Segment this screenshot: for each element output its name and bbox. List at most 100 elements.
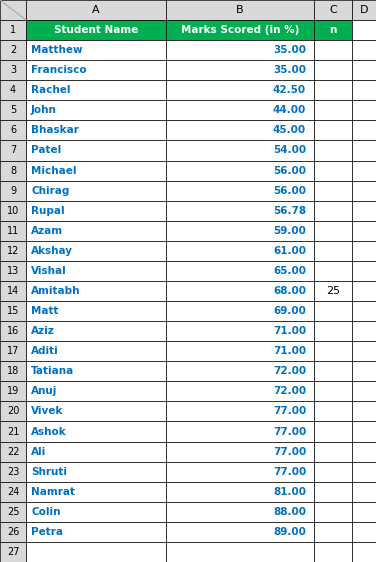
Text: 88.00: 88.00 xyxy=(273,507,306,517)
Text: 21: 21 xyxy=(7,427,19,437)
Bar xyxy=(0,522,26,542)
Bar xyxy=(166,461,314,482)
Text: 77.00: 77.00 xyxy=(273,447,306,456)
Bar xyxy=(0,40,26,60)
Text: Marks Scored (in %): Marks Scored (in %) xyxy=(181,25,299,35)
Text: 8: 8 xyxy=(10,166,16,175)
Text: Rachel: Rachel xyxy=(31,85,71,96)
Text: Ashok: Ashok xyxy=(31,427,67,437)
Bar xyxy=(26,100,166,120)
Text: 19: 19 xyxy=(7,386,19,396)
Bar xyxy=(0,161,26,180)
Text: Aditi: Aditi xyxy=(31,346,59,356)
Bar xyxy=(314,281,352,301)
Bar xyxy=(314,100,352,120)
Bar xyxy=(0,361,26,382)
Bar xyxy=(314,40,352,60)
Text: Petra: Petra xyxy=(31,527,63,537)
Text: Rupal: Rupal xyxy=(31,206,65,216)
Text: 42.50: 42.50 xyxy=(273,85,306,96)
Text: Vivek: Vivek xyxy=(31,406,64,416)
Bar xyxy=(166,301,314,321)
Text: 61.00: 61.00 xyxy=(273,246,306,256)
Bar xyxy=(352,100,376,120)
Bar xyxy=(0,461,26,482)
Text: 77.00: 77.00 xyxy=(273,406,306,416)
Bar xyxy=(0,281,26,301)
Bar xyxy=(26,281,166,301)
Text: 6: 6 xyxy=(10,125,16,135)
Text: 5: 5 xyxy=(10,105,16,115)
Text: 56.78: 56.78 xyxy=(273,206,306,216)
Bar xyxy=(314,301,352,321)
Bar xyxy=(166,542,314,562)
Bar xyxy=(166,180,314,201)
Bar xyxy=(314,482,352,502)
Bar xyxy=(352,80,376,100)
Bar xyxy=(314,321,352,341)
Bar xyxy=(26,422,166,442)
Bar xyxy=(26,161,166,180)
Text: 20: 20 xyxy=(7,406,19,416)
Text: 56.00: 56.00 xyxy=(273,166,306,175)
Bar xyxy=(166,482,314,502)
Text: Ali: Ali xyxy=(31,447,46,456)
Bar xyxy=(314,542,352,562)
Bar xyxy=(0,321,26,341)
Bar xyxy=(26,40,166,60)
Bar xyxy=(26,542,166,562)
Text: B: B xyxy=(236,5,244,15)
Bar xyxy=(166,321,314,341)
Text: 4: 4 xyxy=(10,85,16,96)
Bar xyxy=(166,20,314,40)
Text: John: John xyxy=(31,105,57,115)
Bar xyxy=(352,542,376,562)
Bar xyxy=(352,502,376,522)
Bar xyxy=(352,281,376,301)
Text: 72.00: 72.00 xyxy=(273,386,306,396)
Bar xyxy=(26,180,166,201)
Bar xyxy=(166,80,314,100)
Text: 71.00: 71.00 xyxy=(273,326,306,336)
Bar xyxy=(314,60,352,80)
Bar xyxy=(26,60,166,80)
Bar xyxy=(166,401,314,422)
Text: 17: 17 xyxy=(7,346,19,356)
Text: Colin: Colin xyxy=(31,507,61,517)
Bar xyxy=(166,361,314,382)
Bar xyxy=(352,321,376,341)
Text: 23: 23 xyxy=(7,466,19,477)
Bar xyxy=(314,0,352,20)
Bar xyxy=(0,542,26,562)
Text: 11: 11 xyxy=(7,226,19,236)
Text: Matthew: Matthew xyxy=(31,45,83,55)
Text: Michael: Michael xyxy=(31,166,76,175)
Text: 7: 7 xyxy=(10,146,16,156)
Text: 26: 26 xyxy=(7,527,19,537)
Bar xyxy=(352,401,376,422)
Text: Amitabh: Amitabh xyxy=(31,286,80,296)
Bar xyxy=(314,382,352,401)
Bar xyxy=(0,422,26,442)
Bar xyxy=(314,20,352,40)
Bar xyxy=(26,341,166,361)
Text: 59.00: 59.00 xyxy=(273,226,306,236)
Bar xyxy=(352,482,376,502)
Bar xyxy=(26,80,166,100)
Bar xyxy=(352,382,376,401)
Text: Francisco: Francisco xyxy=(31,65,86,75)
Text: 25: 25 xyxy=(7,507,19,517)
Bar xyxy=(0,341,26,361)
Bar xyxy=(0,80,26,100)
Bar xyxy=(26,502,166,522)
Bar xyxy=(26,201,166,221)
Bar xyxy=(314,341,352,361)
Text: 77.00: 77.00 xyxy=(273,427,306,437)
Bar xyxy=(352,241,376,261)
Text: 35.00: 35.00 xyxy=(273,45,306,55)
Bar xyxy=(166,422,314,442)
Text: 56.00: 56.00 xyxy=(273,185,306,196)
Bar xyxy=(0,401,26,422)
Bar xyxy=(352,20,376,40)
Bar xyxy=(26,301,166,321)
